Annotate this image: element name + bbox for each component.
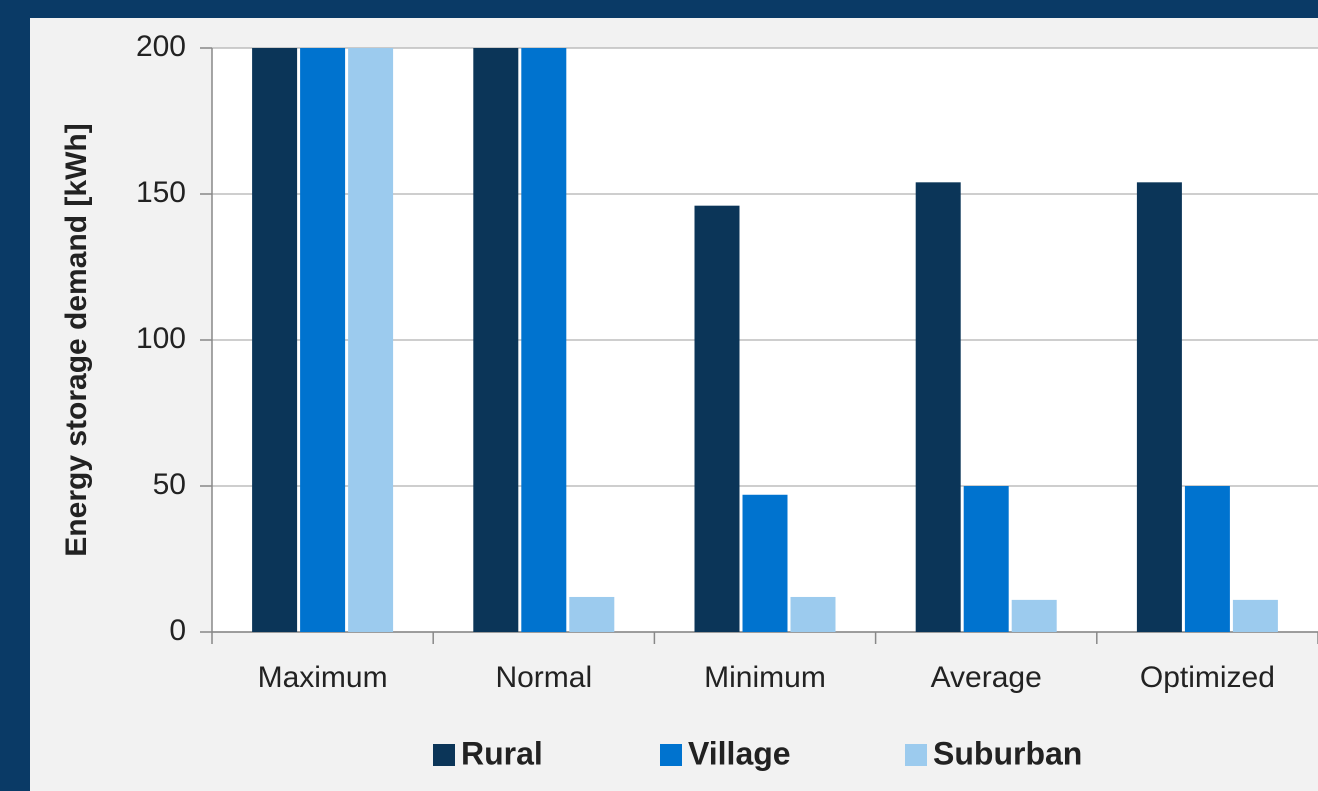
bar [1232, 599, 1278, 632]
bar [521, 48, 567, 632]
bar [348, 48, 394, 632]
y-tick-label: 200 [136, 30, 186, 63]
bar [742, 494, 788, 632]
y-tick-label: 150 [136, 176, 186, 209]
bar [300, 48, 346, 632]
bar [915, 182, 961, 632]
bar [694, 205, 740, 632]
x-tick-label: Minimum [704, 661, 826, 694]
bar [473, 48, 519, 632]
legend-swatch [905, 744, 927, 766]
bar [1184, 486, 1230, 632]
x-tick-label: Optimized [1140, 661, 1275, 694]
legend-swatch [433, 744, 455, 766]
y-axis-label: Energy storage demand [kWh] [60, 123, 93, 556]
x-tick-label: Normal [495, 661, 592, 694]
y-tick-label: 50 [153, 468, 186, 501]
bar [963, 486, 1009, 632]
legend-label: Rural [461, 735, 543, 771]
bar [569, 596, 615, 632]
legend-label: Suburban [933, 735, 1082, 771]
legend-swatch [660, 744, 682, 766]
bar [1011, 599, 1057, 632]
x-tick-label: Maximum [258, 661, 388, 694]
y-tick-label: 100 [136, 322, 186, 355]
bar [790, 596, 836, 632]
y-tick-label: 0 [169, 614, 186, 647]
legend-label: Village [688, 735, 791, 771]
bar [1136, 182, 1182, 632]
x-tick-label: Average [931, 661, 1042, 694]
bar [252, 48, 298, 632]
